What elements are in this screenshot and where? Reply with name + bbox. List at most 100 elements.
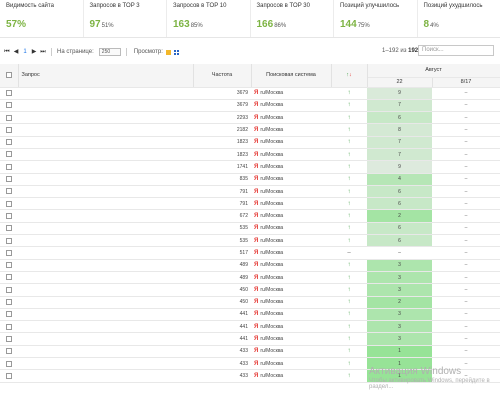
row-checkbox[interactable]	[0, 173, 18, 186]
row-checkbox[interactable]	[0, 111, 18, 125]
row-checkbox[interactable]	[0, 357, 18, 371]
stat-percent: 4%	[430, 23, 439, 29]
row-checkbox[interactable]	[0, 222, 18, 236]
row-checkbox[interactable]	[0, 185, 18, 199]
divider	[125, 48, 127, 56]
column-header-day-8-17[interactable]: 8/17	[432, 77, 500, 88]
row-checkbox[interactable]	[0, 160, 18, 174]
frequency-cell: 672	[193, 209, 251, 223]
select-all-checkbox[interactable]	[0, 64, 19, 88]
trend-cell: ↑	[331, 87, 367, 100]
column-header-frequency[interactable]: Частота	[193, 64, 252, 88]
position-cell: 6	[367, 111, 432, 125]
yandex-icon: Я	[254, 323, 259, 330]
query-cell	[18, 111, 193, 125]
search-input[interactable]: Поиск...	[418, 45, 494, 56]
query-cell	[18, 136, 193, 149]
row-checkbox[interactable]	[0, 271, 18, 285]
row-checkbox[interactable]	[0, 320, 18, 334]
row-checkbox[interactable]	[0, 197, 18, 211]
prev-position-cell: –	[432, 197, 500, 211]
query-cell	[18, 123, 193, 137]
column-header-day-22[interactable]: 22	[367, 77, 433, 88]
yandex-icon: Я	[254, 311, 259, 318]
stat-label: Позиций улучшилось	[340, 3, 400, 9]
row-checkbox[interactable]	[0, 296, 18, 309]
last-page-icon[interactable]: ⏭	[40, 48, 46, 55]
frequency-cell: 535	[193, 222, 251, 236]
row-checkbox[interactable]	[0, 283, 18, 297]
next-page-icon[interactable]: ▶	[31, 48, 37, 55]
stat-value: 16385%	[173, 19, 203, 30]
row-checkbox[interactable]	[0, 209, 18, 223]
query-cell	[18, 148, 193, 162]
column-header-trend[interactable]: ↑↓	[331, 64, 368, 88]
query-cell	[18, 209, 193, 223]
trend-cell: ↑	[331, 308, 367, 322]
row-checkbox[interactable]	[0, 123, 18, 137]
view-list-icon[interactable]	[165, 49, 171, 55]
row-checkbox[interactable]	[0, 136, 18, 149]
view-grid-icon[interactable]	[173, 49, 179, 55]
row-checkbox[interactable]	[0, 87, 18, 100]
row-checkbox[interactable]	[0, 259, 18, 272]
row-checkbox[interactable]	[0, 308, 18, 322]
first-page-icon[interactable]: ⏮	[4, 48, 10, 55]
position-cell: 7	[367, 99, 432, 113]
row-checkbox[interactable]	[0, 99, 18, 113]
query-cell	[18, 271, 193, 285]
frequency-cell: 1823	[193, 136, 251, 149]
stat-label: Позиций ухудшилось	[423, 3, 483, 9]
prev-page-icon[interactable]: ◀	[13, 48, 19, 55]
prev-position-cell: –	[432, 357, 500, 371]
row-checkbox[interactable]	[0, 369, 18, 383]
yandex-icon: Я	[254, 188, 259, 195]
column-header-query[interactable]: Запрос	[18, 64, 194, 88]
row-checkbox[interactable]	[0, 234, 18, 248]
position-cell: 7	[367, 136, 432, 149]
yandex-icon: Я	[254, 299, 259, 306]
frequency-cell: 1741	[193, 160, 251, 174]
row-checkbox[interactable]	[0, 345, 18, 359]
prev-position-cell: –	[432, 185, 500, 199]
page-number[interactable]: 1	[23, 48, 27, 55]
row-checkbox[interactable]	[0, 332, 18, 346]
column-header-engine[interactable]: Поисковая система	[251, 64, 332, 88]
trend-cell: ↑	[331, 123, 367, 137]
per-page-select[interactable]: 250	[98, 48, 121, 56]
row-checkbox[interactable]	[0, 246, 18, 260]
row-checkbox[interactable]	[0, 148, 18, 162]
yandex-icon: Я	[254, 336, 259, 343]
